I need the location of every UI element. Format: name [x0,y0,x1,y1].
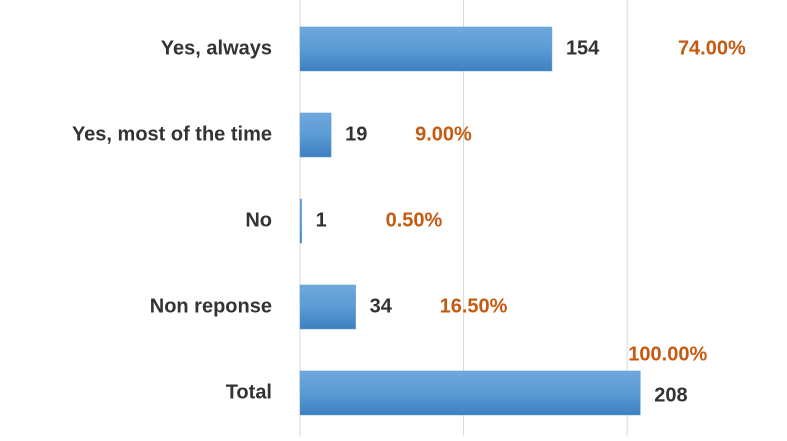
value-label: 34 [370,295,393,317]
bar [299,112,332,158]
percent-label: 0.50% [386,209,443,231]
category-label: Yes, most of the time [72,123,272,145]
category-label: Total [226,381,272,403]
category-label: Yes, always [161,37,272,59]
value-label: 154 [566,37,600,59]
bar [299,198,302,244]
category-label: Non reponse [150,295,272,317]
percent-label: 9.00% [415,123,472,145]
category-label: No [245,209,272,231]
bar [299,370,641,416]
percent-label: 100.00% [628,343,707,365]
value-label: 19 [345,123,367,145]
percent-label: 16.50% [440,295,508,317]
percent-label: 74.00% [678,37,746,59]
value-label: 1 [316,209,327,231]
bar [299,284,356,330]
value-label: 208 [654,384,687,406]
bar [299,26,553,72]
